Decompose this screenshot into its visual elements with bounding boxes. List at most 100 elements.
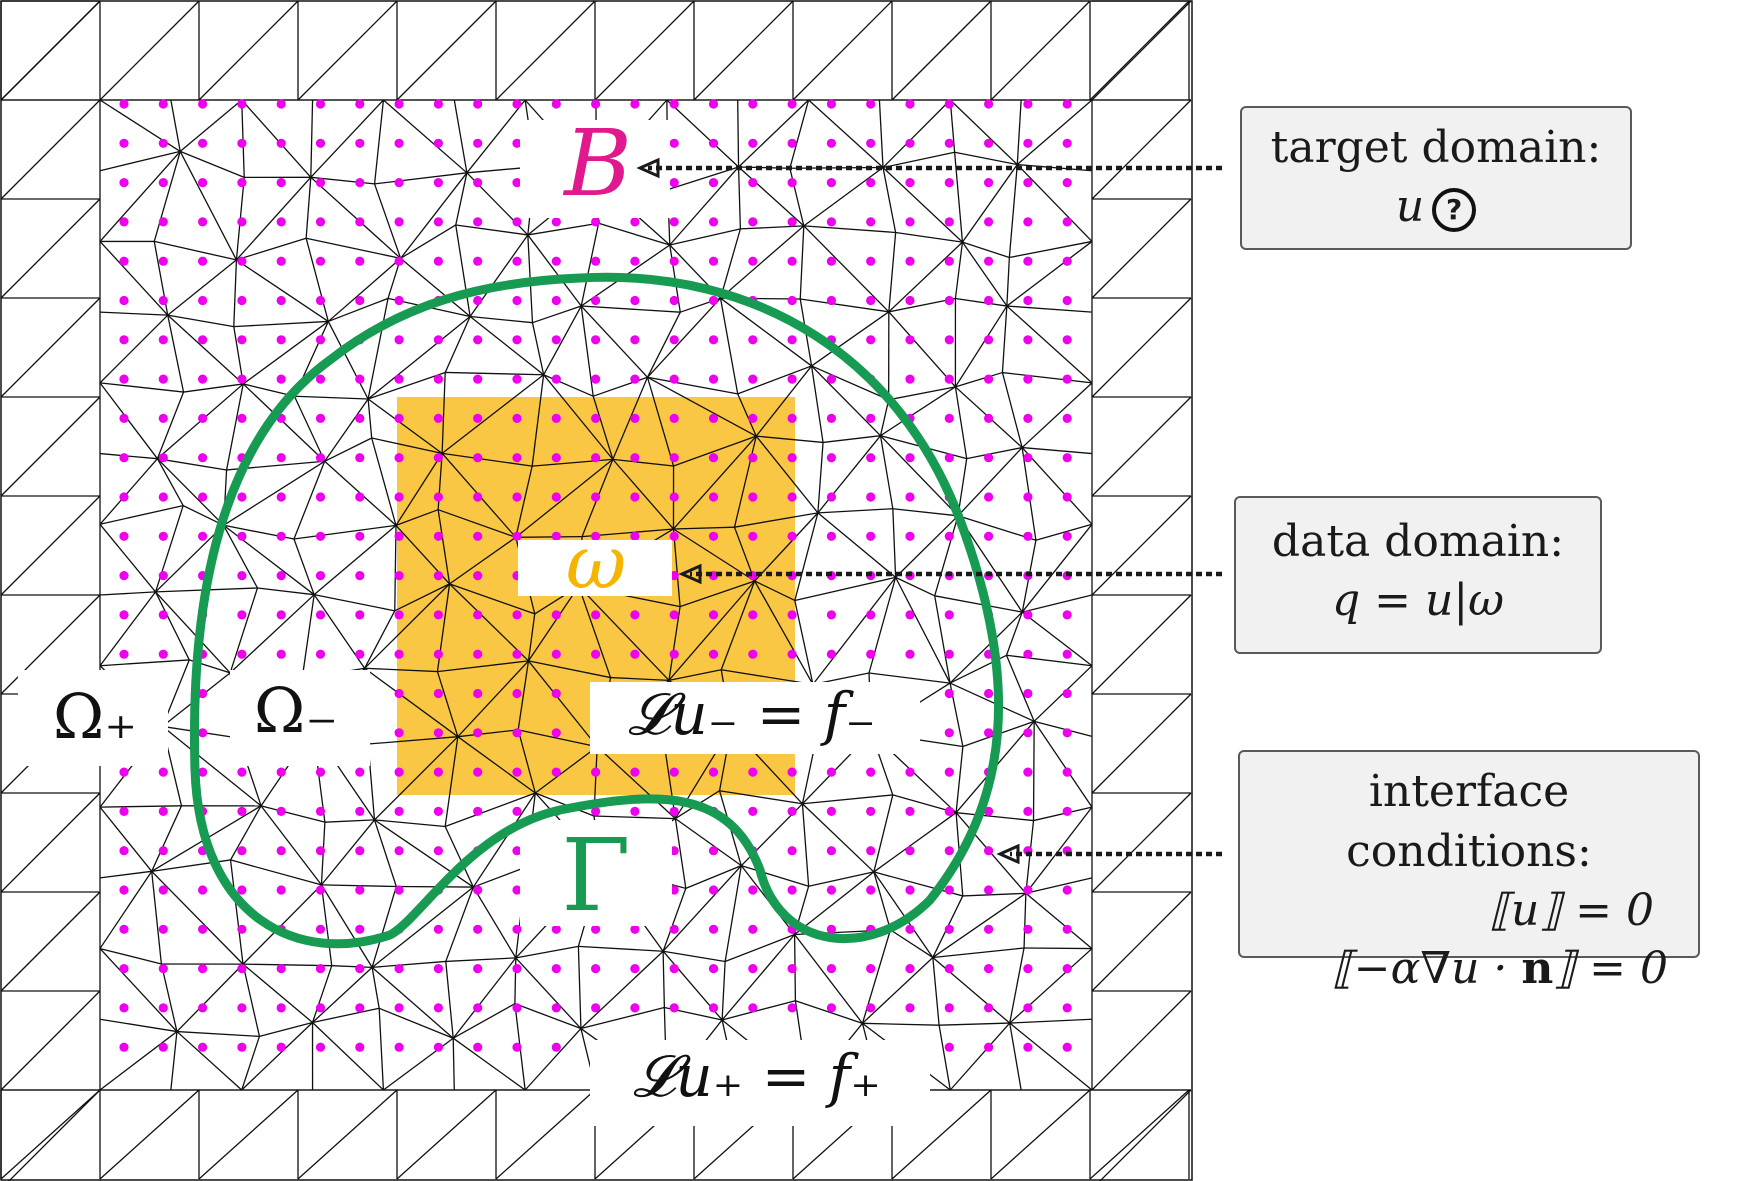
mesh-edge: [1009, 1022, 1093, 1091]
mesh-edge: [801, 803, 810, 887]
mesh-edge: [534, 746, 598, 794]
target-dot: [473, 178, 483, 188]
target-dot: [787, 531, 797, 541]
mesh-edge: [260, 805, 326, 823]
mesh-edge: [938, 1025, 951, 1091]
target-dot: [394, 885, 404, 895]
target-dot: [1023, 295, 1033, 306]
mesh-edge: [374, 819, 446, 828]
target-dot: [826, 374, 837, 384]
target-dot: [944, 964, 954, 974]
mesh-edge: [176, 1031, 243, 1091]
mesh-edge: [167, 315, 185, 393]
target-dot: [355, 924, 365, 934]
target-dot: [158, 767, 168, 777]
mesh-edge: [455, 224, 528, 236]
target-dot: [708, 610, 719, 620]
target-dot: [355, 964, 365, 974]
target-dot: [748, 492, 758, 502]
mesh-edge: [720, 297, 812, 367]
target-dot: [669, 924, 679, 934]
mesh-edge: [527, 222, 599, 236]
mesh-edge: [817, 508, 893, 514]
mesh-edge: [260, 805, 322, 886]
target-dot: [591, 610, 601, 620]
target-dot: [708, 885, 719, 895]
mesh-edge: [0, 0, 101, 101]
mesh-edge: [364, 667, 459, 738]
target-dot: [119, 806, 129, 817]
target-dot: [433, 335, 443, 345]
target-dot: [355, 256, 365, 266]
mesh-edge: [879, 435, 894, 509]
target-dot: [944, 1003, 954, 1013]
target-dot: [355, 217, 365, 227]
mesh-edge: [647, 376, 738, 395]
mesh-edge: [153, 151, 181, 242]
target-dot: [866, 256, 876, 266]
interface-conditions-box: interface conditions: ⟦u⟧ = 0 ⟦−α∇u · n⟧…: [1238, 750, 1700, 994]
mesh-edge: [324, 398, 369, 462]
target-dot: [198, 374, 208, 384]
target-dot: [355, 846, 365, 856]
target-dot: [355, 178, 365, 188]
mesh-edge: [235, 176, 312, 261]
mesh-edge: [1016, 99, 1093, 166]
target-dot: [984, 846, 994, 856]
mesh-edge: [457, 660, 529, 738]
mesh-edge: [312, 966, 373, 1023]
target-dot: [591, 335, 601, 345]
target-dot: [394, 256, 404, 266]
mesh-edge: [367, 398, 443, 454]
target-dot: [433, 1042, 443, 1052]
mesh-edge: [873, 794, 894, 873]
target-dot: [315, 217, 326, 227]
mesh-edge: [647, 297, 722, 378]
target-dot: [984, 99, 994, 109]
mesh-edge: [1091, 792, 1192, 893]
mesh-edge: [223, 524, 315, 596]
mesh-edge: [99, 806, 153, 872]
mesh-edge: [868, 577, 897, 674]
target-dot: [119, 453, 129, 463]
target-dot: [1062, 413, 1072, 423]
mesh-edge: [514, 1003, 582, 1030]
mesh-edge: [99, 382, 184, 393]
mesh-edge: [374, 172, 467, 185]
mesh-edge: [1009, 240, 1093, 259]
target-dot: [512, 413, 522, 423]
target-dot: [237, 1042, 247, 1052]
target-dot: [630, 335, 640, 345]
mesh-edge: [962, 241, 1010, 259]
target-dot: [591, 217, 601, 227]
target-dot: [158, 610, 168, 620]
mesh-edge: [378, 1008, 385, 1091]
mesh-edge: [198, 1089, 299, 1180]
target-dot: [630, 492, 640, 502]
target-dot: [905, 964, 915, 974]
target-dot: [355, 374, 365, 384]
mesh-edge: [160, 963, 178, 1032]
target-dot: [1023, 1042, 1033, 1052]
mesh-edge: [532, 305, 582, 324]
target-dot: [905, 374, 915, 384]
target-dot: [158, 531, 168, 541]
mesh-edge: [176, 1030, 260, 1038]
target-dot: [315, 178, 326, 188]
mesh-edge: [310, 99, 314, 178]
target-dot: [826, 138, 837, 148]
mesh-edge: [662, 951, 666, 1008]
target-dot: [237, 806, 247, 817]
mesh-edge: [436, 671, 459, 737]
target-dot: [630, 374, 640, 384]
mesh-edge: [371, 437, 397, 526]
target-dot: [512, 138, 522, 148]
target-dot: [1062, 1042, 1072, 1052]
target-dot: [473, 295, 483, 306]
mesh-edge: [297, 0, 398, 101]
target-dot: [276, 571, 286, 581]
mesh-edge: [457, 736, 536, 794]
target-dot: [473, 728, 483, 738]
mesh-edge: [531, 374, 545, 467]
target-dot: [944, 688, 954, 699]
